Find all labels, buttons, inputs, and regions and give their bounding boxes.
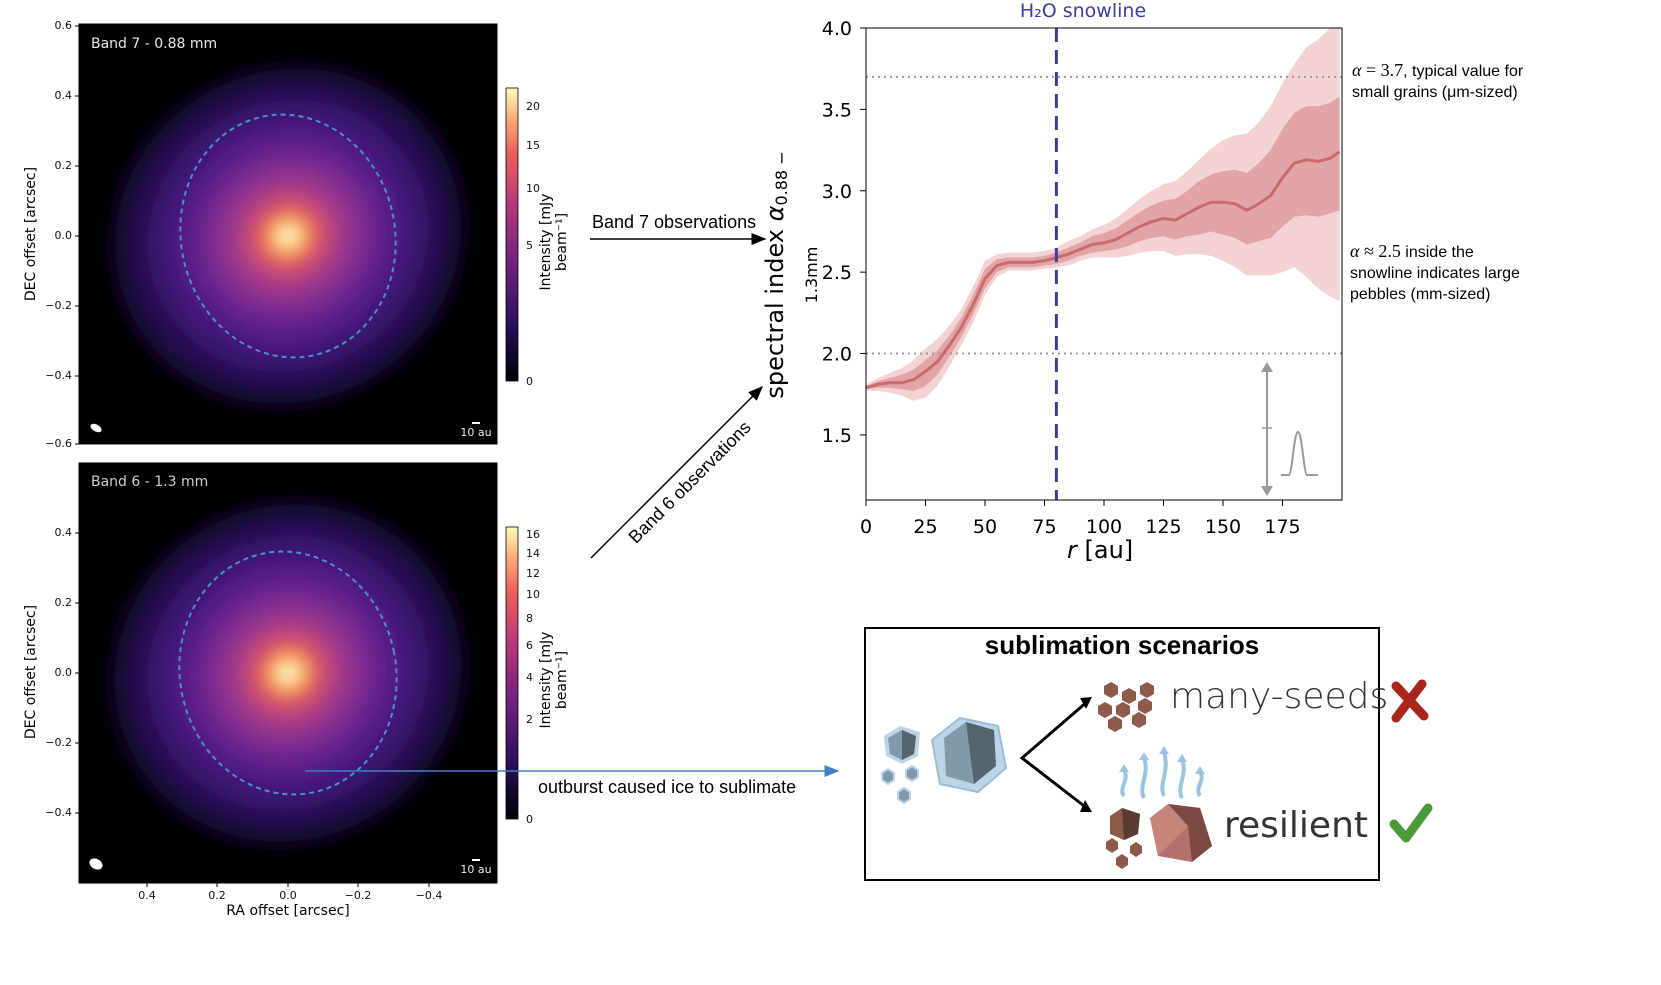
chart-axes: 0 25 50 75 100 125 150 175 1.5 2.0 2.5 3.0 3.5 4.0 [822,18,1343,538]
band6-disc-emission [100,490,476,856]
y-tick-label: 4.0 [822,18,852,40]
band6-xlabel: RA offset [arcsec] [226,903,350,919]
cross-mark-icon [1391,679,1429,723]
x-tick-label: 100 [1086,516,1122,538]
band7-cbar-tick: 0 [526,375,533,388]
band6-map [78,462,519,884]
icy-pebble-small [884,726,920,764]
x-tick-label: 75 [1032,516,1056,538]
band6-snowline-ellipse [178,550,398,796]
error-bar-glyph [1261,362,1318,496]
band6-cbar-tick: 12 [526,567,540,580]
chart-xlabel: r [au] [1067,536,1134,564]
branch-arrow-head-bottom [1080,800,1092,812]
band7-ytick: 0.4 [54,89,73,102]
chart-reference-lines [866,75,1342,355]
band7-beam [90,423,102,433]
band7-cbar-tick: 5 [526,239,533,252]
y-tick-label: 3.5 [822,99,852,121]
scenarios-title: sublimation scenarios [984,630,1260,660]
band6-arrow [590,385,764,559]
band6-ytick: 0.4 [54,526,73,539]
annotation-small-grains: α = 3.7, typical value for small grains (… [1352,60,1524,101]
band7-cbar-tick: 10 [526,182,540,195]
spectral-index-line [865,150,1341,390]
band6-label: Band 6 - 1.3 mm [91,474,209,490]
band6-cbar-tick: 14 [526,547,540,560]
band6-cbar-tick: 0 [526,813,533,826]
snowline-label: H₂O snowline [1019,0,1147,22]
band6-cbar-tick: 10 [526,588,540,601]
band7-snowline-ellipse [179,113,397,359]
band6-ytick: −0.2 [45,736,72,749]
chart-series-line [865,150,1341,390]
band7-ytick: −0.2 [45,299,72,312]
band6-xtick: −0.4 [415,889,443,902]
x-tick-label: 125 [1145,516,1181,538]
band7-map [78,23,519,445]
band6-cbar-tick: 8 [526,612,533,625]
band7-frame [78,23,498,445]
band6-cbar-tick: 6 [526,639,533,652]
outburst-arrow-label: outburst caused ice to sublimate [538,777,797,797]
band6-cbar-tick: 16 [526,528,540,541]
band7-ytick: 0.2 [54,159,73,172]
resilient-pebble-small [1110,808,1140,840]
x-tick-label: 50 [973,516,997,538]
band6-scale-label: 10 au [460,863,492,876]
band7-cbar-tick: 15 [526,139,540,152]
annotation-large-pebbles: α ≈ 2.5 inside the snowline indicates lar… [1350,241,1520,303]
band7-label: Band 7 - 0.88 mm [91,36,218,52]
band7-cbar-tick: 20 [526,100,540,113]
y-tick-label: 2.5 [822,262,852,284]
band7-ytick: 0.0 [54,229,73,242]
band7-ytick: −0.6 [45,437,72,450]
check-mark-icon [1389,803,1433,843]
band6-cbar-tick: 4 [526,671,533,684]
many-seeds-cluster [1098,682,1154,732]
band6-xtick: −0.2 [344,889,372,902]
icy-seeds [881,764,919,805]
band6-colorbar [505,526,519,820]
band7-scale-label: 10 au [460,426,492,439]
band7-ytick: 0.6 [54,19,73,32]
band7-disc-emission [100,54,476,418]
map-tick-marks [75,25,430,887]
y-tick-label: 2.0 [822,344,852,366]
resilient-pebble-large [1150,804,1212,862]
maps-svg [75,23,519,887]
band6-xtick: 0.4 [138,889,156,902]
sublimation-vapor [1120,751,1204,799]
option-many-seeds-label: many-seeds [1170,676,1389,717]
band6-xtick: 0.2 [208,889,226,902]
x-tick-label: 0 [860,516,872,538]
band7-colorbar [505,87,519,382]
icy-pebble-large [930,716,1008,794]
band6-ytick: 0.0 [54,666,73,679]
band6-beam [89,858,103,870]
band7-arrow-label: Band 7 observations [592,212,757,232]
band7-ytick: −0.4 [45,369,72,382]
x-tick-label: 175 [1264,516,1300,538]
band6-ytick: 0.2 [54,596,73,609]
branch-arrow-head-top [1080,697,1092,709]
x-tick-label: 150 [1205,516,1241,538]
resilient-seeds [1106,838,1142,869]
y-tick-label: 1.5 [822,425,852,447]
option-resilient-label: resilient [1224,805,1368,846]
band6-ytick: −0.4 [45,806,72,819]
band6-cbar-tick: 2 [526,713,533,726]
band6-xtick: 0.0 [279,889,297,902]
x-tick-label: 25 [913,516,937,538]
branch-arrows [1019,699,1089,811]
y-tick-label: 3.0 [822,181,852,203]
